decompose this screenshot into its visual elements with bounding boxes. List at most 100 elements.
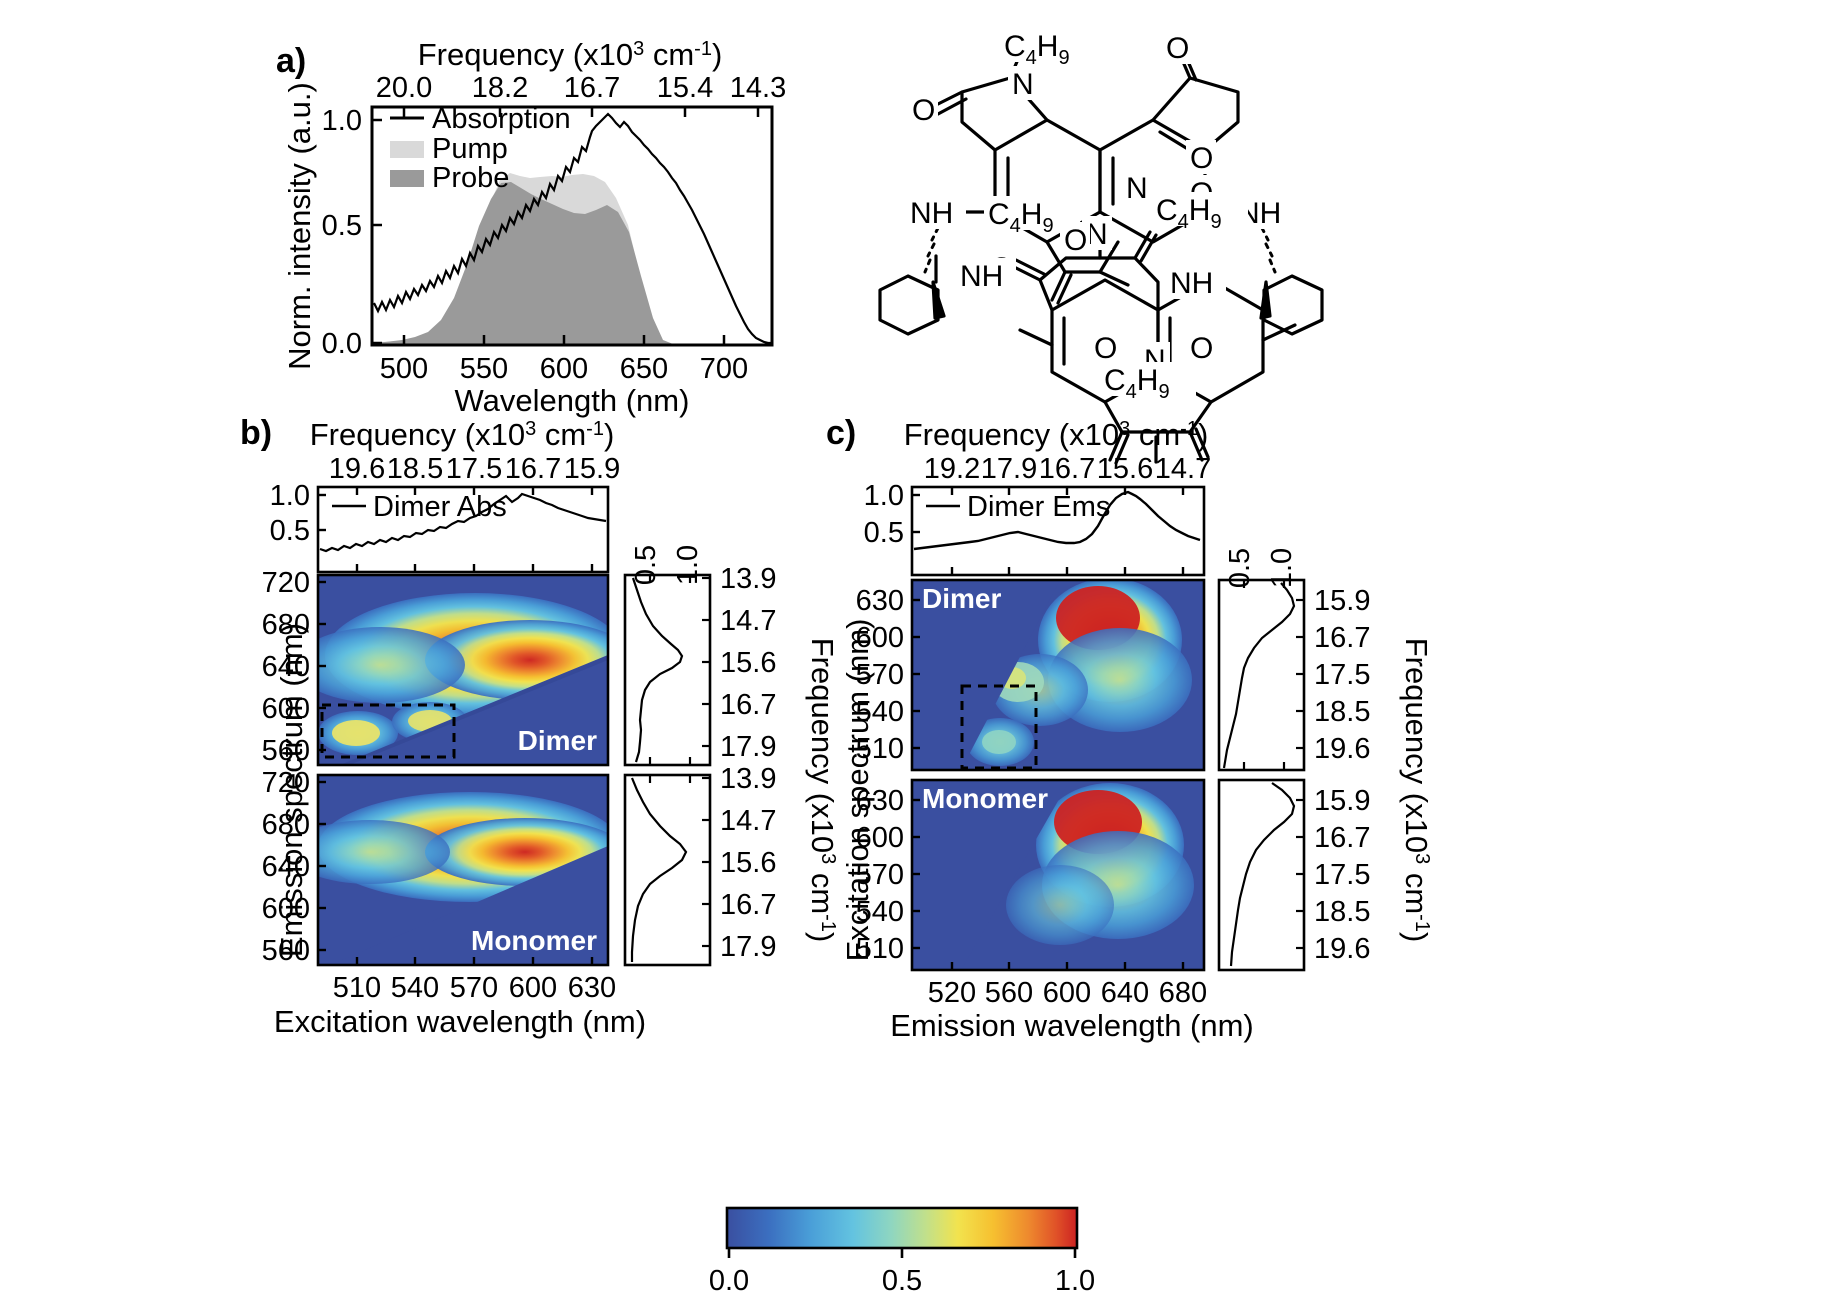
panel-c-dimer-ytick-4: 510 bbox=[856, 733, 904, 765]
panel-b-dimer-ytick-0: 720 bbox=[262, 567, 310, 599]
panel-b-dimer-ytick-2: 640 bbox=[262, 651, 310, 683]
panel-a-bottom-tick-4: 700 bbox=[700, 353, 748, 385]
panel-a-letter: a) bbox=[276, 42, 306, 80]
panel-b-right-tick-d2: 15.6 bbox=[720, 647, 776, 679]
panel-a-bottom-axis-title: Wavelength (nm) bbox=[455, 383, 690, 418]
panel-c-right-tick-d2: 17.5 bbox=[1314, 659, 1370, 691]
panel-b-monomer-left-ticks bbox=[318, 780, 326, 952]
molecule-label-o-bot1: O bbox=[1094, 332, 1117, 365]
panel-a-y-tick-2: 1.0 bbox=[322, 105, 362, 137]
panel-b-monomer-ytick-3: 600 bbox=[262, 893, 310, 925]
panel-b-right-axis-title: Frequency (x103 cm-1) bbox=[805, 638, 840, 943]
panel-c-dimer-ytick-0: 630 bbox=[856, 585, 904, 617]
panel-b-top-tick-3: 16.7 bbox=[505, 453, 561, 485]
molecule-label-o-topright: O bbox=[1166, 32, 1189, 65]
colorbar-ticks bbox=[727, 1248, 1077, 1258]
panel-b-bottom-tick-labels: 510 540 570 600 630 bbox=[333, 972, 616, 1004]
panel-b-bottom-tick-4: 630 bbox=[568, 972, 616, 1004]
panel-c-right-tick-m0: 15.9 bbox=[1314, 785, 1370, 817]
panel-b-right-tick-m4: 17.9 bbox=[720, 931, 776, 963]
panel-b-right-tick-m1: 14.7 bbox=[720, 805, 776, 837]
legend-swatch-pump bbox=[390, 141, 424, 158]
panel-b-dimer-ytick-3: 600 bbox=[262, 693, 310, 725]
panel-a-bottom-tick-2: 600 bbox=[540, 353, 588, 385]
panel-c-right-tick-labels-monomer: 15.9 16.7 17.5 18.5 19.6 bbox=[1314, 785, 1370, 965]
panel-c-right-tick-m1: 16.7 bbox=[1314, 822, 1370, 854]
panel-b-monomer-map-label: Monomer bbox=[471, 925, 597, 956]
panel-a-bottom-tick-3: 650 bbox=[620, 353, 668, 385]
panel-b-trace-ytick-1: 1.0 bbox=[270, 480, 310, 512]
molecule-label-o-bot2: O bbox=[1190, 332, 1213, 365]
panel-c-monomer-ytick-0: 630 bbox=[856, 785, 904, 817]
panel-c-top-tick-2: 16.7 bbox=[1039, 453, 1095, 485]
molecule-label-n-mid: N bbox=[1126, 172, 1148, 205]
panel-b-monomer-map: Monomer 720 680 640 600 560 bbox=[262, 767, 610, 967]
panel-a-top-tick-2: 16.7 bbox=[564, 72, 620, 104]
colorbar: 0.0 0.5 1.0 bbox=[709, 1206, 1095, 1297]
panel-b-monomer-ytick-0: 720 bbox=[262, 767, 310, 799]
panel-b-side-ticks bbox=[648, 575, 710, 948]
panel-b-right-tick-m2: 15.6 bbox=[720, 847, 776, 879]
panel-b-top-tick-1: 18.5 bbox=[387, 453, 443, 485]
panel-b-bottom-tick-2: 570 bbox=[450, 972, 498, 1004]
panel-c-dimer-left-ticks bbox=[912, 598, 920, 750]
panel-c-dimer-y-tick-labels: 630 600 570 540 510 bbox=[856, 585, 904, 765]
molecule-left-substituent bbox=[878, 210, 997, 336]
panel-c-monomer-map: Monomer 630 600 570 540 510 bbox=[856, 778, 1206, 972]
panel-c-top-tick-0: 19.2 bbox=[924, 453, 980, 485]
panel-a-y-tick-1: 0.5 bbox=[322, 210, 362, 242]
panel-c-top-tick-3: 15.6 bbox=[1097, 453, 1153, 485]
panel-b-top-axis-title: Frequency (x103 cm-1) bbox=[310, 417, 615, 452]
panel-c-monomer-ytick-1: 600 bbox=[856, 822, 904, 854]
panel-b-dimer-ytick-1: 680 bbox=[262, 609, 310, 641]
panel-b-dimer-map: Dimer 720 680 640 600 560 bbox=[262, 567, 610, 767]
panel-a-absorption-line bbox=[373, 112, 772, 345]
panel-c-trace-ytick-1: 1.0 bbox=[864, 480, 904, 512]
molecule-labels: C4H9 N O O NH NH O O N C4H9 C4H9 N O bbox=[906, 28, 1294, 403]
panel-c-letter: c) bbox=[826, 414, 856, 452]
panel-b-right-tick-d3: 16.7 bbox=[720, 689, 776, 721]
panel-c-dimer-map-label: Dimer bbox=[922, 583, 1001, 614]
panel-b-dimer-map-label: Dimer bbox=[518, 725, 597, 756]
panel-c-side-ticks bbox=[1242, 580, 1304, 950]
panel-b-top-tick-labels: 19.6 18.5 17.5 16.7 15.9 bbox=[329, 453, 620, 485]
panel-b-right-tick-d4: 17.9 bbox=[720, 731, 776, 763]
panel-a-top-tick-4: 14.3 bbox=[730, 72, 786, 104]
panel-a-bottom-tick-1: 550 bbox=[460, 353, 508, 385]
colorbar-gradient bbox=[725, 1206, 1079, 1250]
panel-c-bottom-tick-1: 560 bbox=[985, 977, 1033, 1009]
panel-b-top-tick-0: 19.6 bbox=[329, 453, 385, 485]
panel-c-trace-ytick-0: 0.5 bbox=[864, 517, 904, 549]
panel-b-letter: b) bbox=[240, 414, 272, 452]
panel-c-y-axis-title: Excitation spectrum (nm) bbox=[840, 619, 875, 962]
molecule-label-o-topleft: O bbox=[912, 94, 935, 127]
panel-b-right-tick-labels-monomer: 13.9 14.7 15.6 16.7 17.9 bbox=[720, 763, 776, 963]
molecule-label-nh-lowerright: NH bbox=[1170, 267, 1213, 300]
legend-label-pump: Pump bbox=[432, 133, 508, 165]
panel-c-top-tick-1: 17.9 bbox=[981, 453, 1037, 485]
panel-c-monomer-map-label: Monomer bbox=[922, 783, 1048, 814]
panel-b-right-tick-d1: 14.7 bbox=[720, 605, 776, 637]
panel-a-bottom-ticks bbox=[402, 335, 726, 345]
panel-c-monomer-ytick-3: 540 bbox=[856, 896, 904, 928]
panel-c-bottom-tick-labels: 520 560 600 640 680 bbox=[928, 977, 1207, 1009]
panel-b-top-tick-2: 17.5 bbox=[446, 453, 502, 485]
panel-c-right-tick-d3: 18.5 bbox=[1314, 696, 1370, 728]
panel-c-dimer-dashed-box bbox=[960, 684, 1038, 770]
panel-c-side-tick-05: 0.5 bbox=[1224, 548, 1256, 588]
legend-label-probe: Probe bbox=[432, 162, 509, 194]
panel-a: a) Frequency (x103 cm-1) 20.0 18.2 16.7 … bbox=[276, 37, 786, 418]
panel-b-trace-ytick-0: 0.5 bbox=[270, 515, 310, 547]
panel-c-top-trace: 1.0 0.5 Dimer Ems bbox=[864, 480, 1206, 577]
panel-a-probe-area bbox=[372, 182, 772, 345]
molecule-label-n-top: N bbox=[1012, 68, 1034, 101]
panel-b-dimer-y-tick-labels: 720 680 640 600 560 bbox=[262, 567, 310, 767]
panel-c: c) Frequency (x103 cm-1) 19.2 17.9 16.7 … bbox=[826, 414, 1434, 1043]
panel-c-bottom-tick-3: 640 bbox=[1101, 977, 1149, 1009]
panel-b-right-tick-labels-dimer: 13.9 14.7 15.6 16.7 17.9 bbox=[720, 563, 776, 763]
panel-a-top-tick-3: 15.4 bbox=[657, 72, 713, 104]
panel-c-monomer-ytick-4: 510 bbox=[856, 933, 904, 965]
panel-a-top-ticks bbox=[402, 107, 760, 117]
panel-b-monomer-y-tick-labels: 720 680 640 600 560 bbox=[262, 767, 310, 967]
